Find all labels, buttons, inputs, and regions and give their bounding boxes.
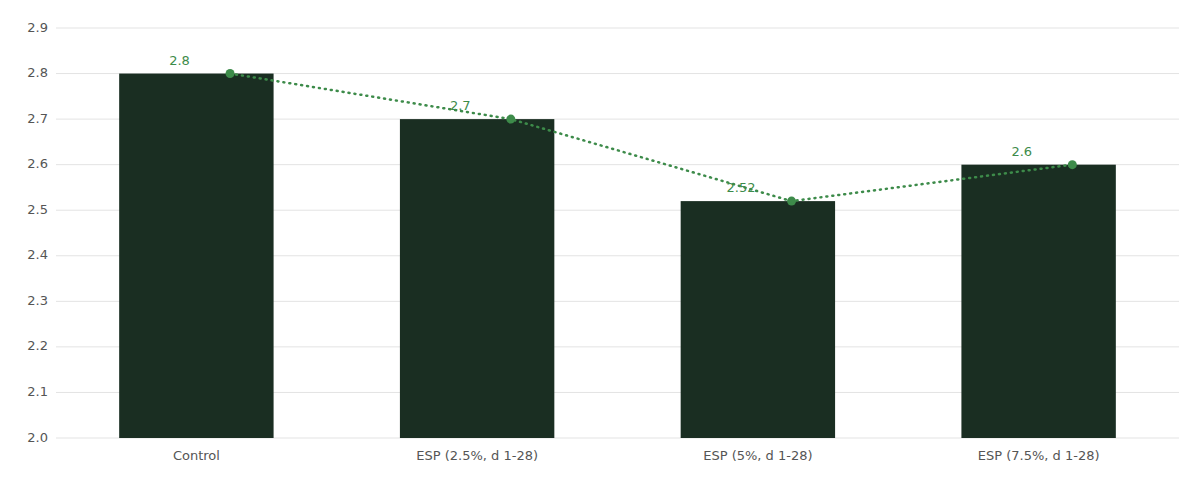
grid-line	[56, 28, 1179, 29]
x-tick-label: Control	[173, 448, 220, 463]
line	[230, 74, 1072, 202]
plot-area	[119, 69, 1116, 438]
bar	[119, 74, 273, 438]
x-axis: Control ESP (2.5%, d 1-28) ESP (5%, d 1-28…	[173, 448, 1100, 463]
x-tick-label: ESP (2.5%, d 1-28)	[416, 448, 538, 463]
bar	[681, 201, 835, 438]
chart-svg: 2.0 2.1 2.2 2.3 2.4 2.5 2.6 2.7 2.8 2.9 Control ESP…	[0, 0, 1203, 482]
y-tick-label: 2.7	[27, 111, 48, 126]
y-tick-label: 2.3	[27, 293, 48, 308]
data-labels: 2.8 2.7 2.52 2.6	[169, 53, 1032, 196]
line-marker	[1068, 160, 1077, 169]
y-tick-label: 2.1	[27, 384, 48, 399]
y-tick-label: 2.5	[27, 202, 48, 217]
chart-container: 2.0 2.1 2.2 2.3 2.4 2.5 2.6 2.7 2.8 2.9 Control ESP…	[0, 0, 1203, 482]
y-axis: 2.0 2.1 2.2 2.3 2.4 2.5 2.6 2.7 2.8 2.9	[27, 20, 48, 445]
y-tick-label: 2.6	[27, 156, 48, 171]
grid	[56, 28, 1179, 438]
line-marker	[506, 115, 515, 124]
data-label: 2.6	[1011, 144, 1032, 159]
y-tick-label: 2.0	[27, 430, 48, 445]
bar	[961, 165, 1115, 438]
x-tick-label: ESP (7.5%, d 1-28)	[978, 448, 1100, 463]
y-tick-label: 2.4	[27, 247, 48, 262]
data-label: 2.8	[169, 53, 190, 68]
line-marker	[787, 197, 796, 206]
y-tick-label: 2.9	[27, 20, 48, 35]
line-marker	[226, 69, 235, 78]
y-tick-label: 2.2	[27, 338, 48, 353]
bar	[400, 119, 554, 438]
data-label: 2.52	[727, 180, 756, 195]
y-tick-label: 2.8	[27, 65, 48, 80]
x-tick-label: ESP (5%, d 1-28)	[703, 448, 812, 463]
data-label: 2.7	[450, 98, 471, 113]
